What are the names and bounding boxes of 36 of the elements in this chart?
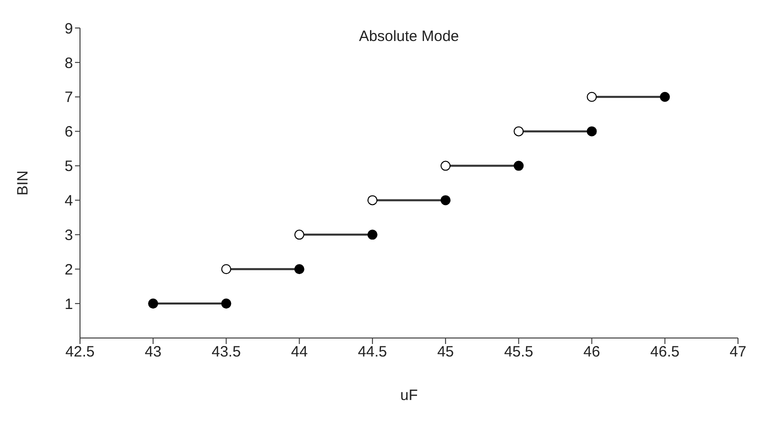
x-tick-label: 47 [730,344,746,361]
x-tick-label: 44 [290,344,308,361]
point [221,298,232,309]
x-tick-label: 46 [583,344,600,361]
chart-title: Absolute Mode [358,28,460,45]
point [367,195,378,206]
point [294,230,304,240]
point [148,298,158,309]
y-axis-title: BIN [14,170,32,196]
y-tick-label: 5 [64,158,73,176]
point [514,160,524,171]
point [221,264,232,274]
y-tick-label: 4 [64,192,73,210]
point [586,126,597,136]
x-axis-title: uF [400,387,418,404]
point [660,92,670,102]
point [440,160,451,171]
point [586,92,597,102]
x-tick-label: 46.5 [650,344,680,361]
y-tick-label: 6 [64,124,73,141]
x-tick-label: 44.5 [358,344,388,361]
y-tick-label: 7 [64,89,73,106]
y-tick-label: 1 [64,296,73,313]
y-tick-label: 8 [64,54,73,72]
x-tick-label: 45.5 [504,344,534,361]
y-tick-label: 9 [64,20,73,38]
point [367,230,378,240]
x-tick-label: 43.5 [212,344,241,361]
x-tick-label: 42.5 [65,344,95,361]
point [514,126,524,136]
y-tick-label: 3 [64,226,73,244]
point [440,195,451,206]
x-tick-label: 45 [437,344,454,361]
y-tick-label: 2 [64,261,73,278]
point [294,264,304,274]
x-tick-label: 43 [144,344,162,361]
